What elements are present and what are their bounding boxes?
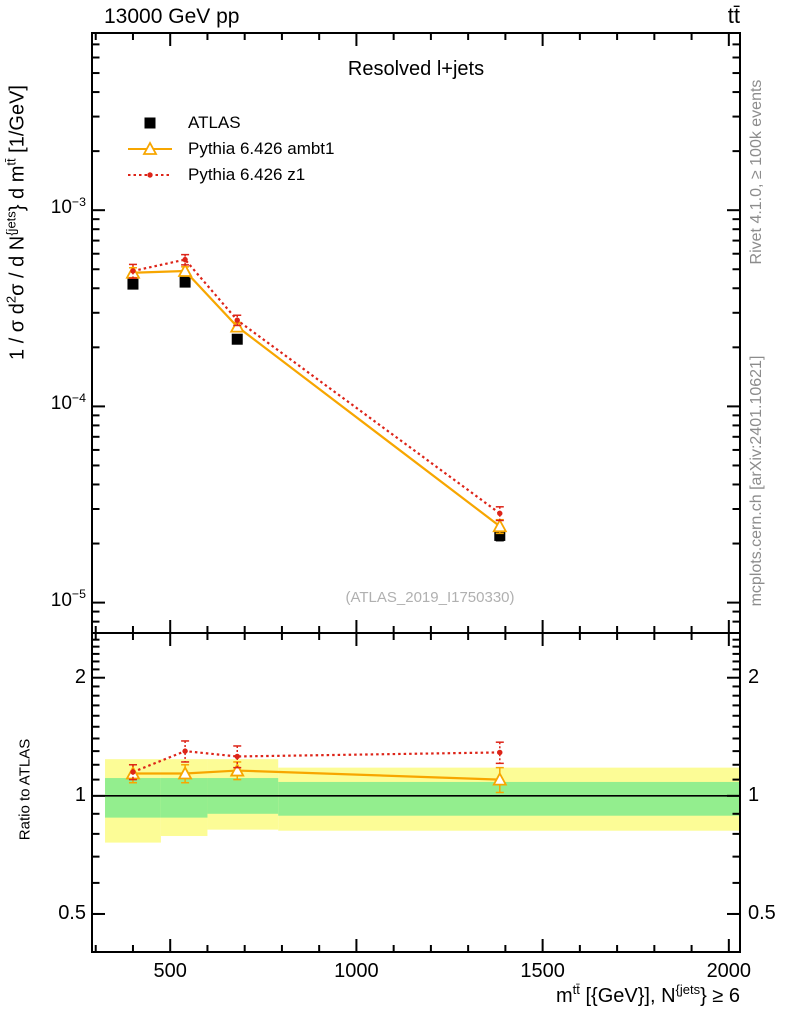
mcplots-arxiv-note: mcplots.cern.ch [arXiv:2401.10621]: [748, 355, 765, 607]
legend-swatch-icon: [128, 172, 172, 178]
ratio-panel-frame: [91, 632, 741, 953]
legend-swatch-icon: [144, 117, 156, 129]
legend-label: ATLAS: [188, 113, 241, 132]
mc-marker: [497, 749, 503, 756]
ratio-y-tick-label-left: 1: [74, 783, 86, 806]
green-band-segment: [160, 778, 208, 818]
ratio-y-tick-label-right: 0.5: [748, 901, 776, 924]
ratio-y-axis-label: Ratio to ATLAS: [16, 738, 34, 841]
process-title: tt̄: [727, 3, 740, 28]
series-line: [132, 269, 501, 528]
mc-marker: [492, 771, 508, 786]
mc-marker: [182, 748, 188, 754]
x-tick-label-1500: 1500: [520, 960, 565, 982]
data-marker: [231, 333, 243, 345]
green-band-segment: [105, 778, 161, 818]
analysis-watermark: (ATLAS_2019_I1750330): [345, 589, 515, 606]
series-pythia-6-426-z1: [128, 740, 504, 781]
main-y-axis-label: 1 / σ d2σ / d N{jets} d mtt̄ [1/GeV]: [3, 85, 29, 360]
series-pythia-6-426-z1: [128, 253, 504, 522]
x-tick-label-1000: 1000: [334, 960, 379, 982]
series-atlas: [127, 276, 506, 542]
legend-label: Pythia 6.426 ambt1: [188, 139, 335, 158]
green-band-segment: [278, 781, 740, 816]
ratio-y-tick-label-right: 2: [748, 665, 760, 688]
mc-marker: [234, 317, 240, 323]
data-marker: [179, 276, 191, 288]
ratio-y-tick-label-right: 1: [748, 783, 760, 806]
x-axis-label: mtt̄ [{GeV}], N{jets} ≥ 6: [556, 982, 740, 1007]
main-y-tick-label: 10−4: [50, 390, 86, 415]
series-pythia-6-426-ambt1: [125, 263, 508, 535]
series-line: [132, 750, 500, 774]
legend-label: Pythia 6.426 z1: [188, 165, 306, 184]
legend-item-pythia-6-426-z1: Pythia 6.426 z1: [128, 164, 305, 186]
ratio-uncertainty-bands: [92, 759, 740, 843]
x-tick-label-500: 500: [153, 960, 187, 982]
panel-frames: [91, 32, 741, 953]
main-y-tick-label: 10−3: [50, 194, 86, 219]
mc-marker: [177, 263, 193, 277]
mc-marker: [130, 769, 136, 775]
legend-swatch-icon: [128, 141, 172, 155]
legend-item-pythia-6-426-ambt1: Pythia 6.426 ambt1: [128, 138, 334, 160]
mc-marker: [234, 753, 240, 760]
mc-marker: [492, 518, 508, 533]
data-marker: [127, 278, 139, 290]
ratio-y-tick-label-left: 0.5: [58, 901, 86, 924]
mc-marker: [229, 762, 245, 777]
rivet-version-note: Rivet 4.1.0, ≥ 100k events: [748, 79, 765, 265]
series-line: [132, 769, 500, 781]
main-y-tick-label: 10−5: [50, 587, 86, 611]
mc-marker: [130, 268, 136, 274]
ratio-y-tick-label-left: 2: [74, 665, 86, 688]
plot-title: Resolved l+jets: [347, 58, 485, 80]
mc-marker: [177, 765, 193, 780]
legend: ATLAS Pythia 6.426 ambt1 Pythia 6.426 z1: [128, 112, 388, 192]
beam-energy-title: 13000 GeV pp: [104, 5, 240, 28]
data-marker: [494, 529, 506, 541]
legend-item-atlas: ATLAS: [128, 112, 241, 134]
x-tick-label-2000: 2000: [706, 960, 752, 982]
mc-marker: [497, 510, 503, 517]
axis-ticks: [92, 32, 740, 952]
mc-marker: [182, 256, 188, 263]
